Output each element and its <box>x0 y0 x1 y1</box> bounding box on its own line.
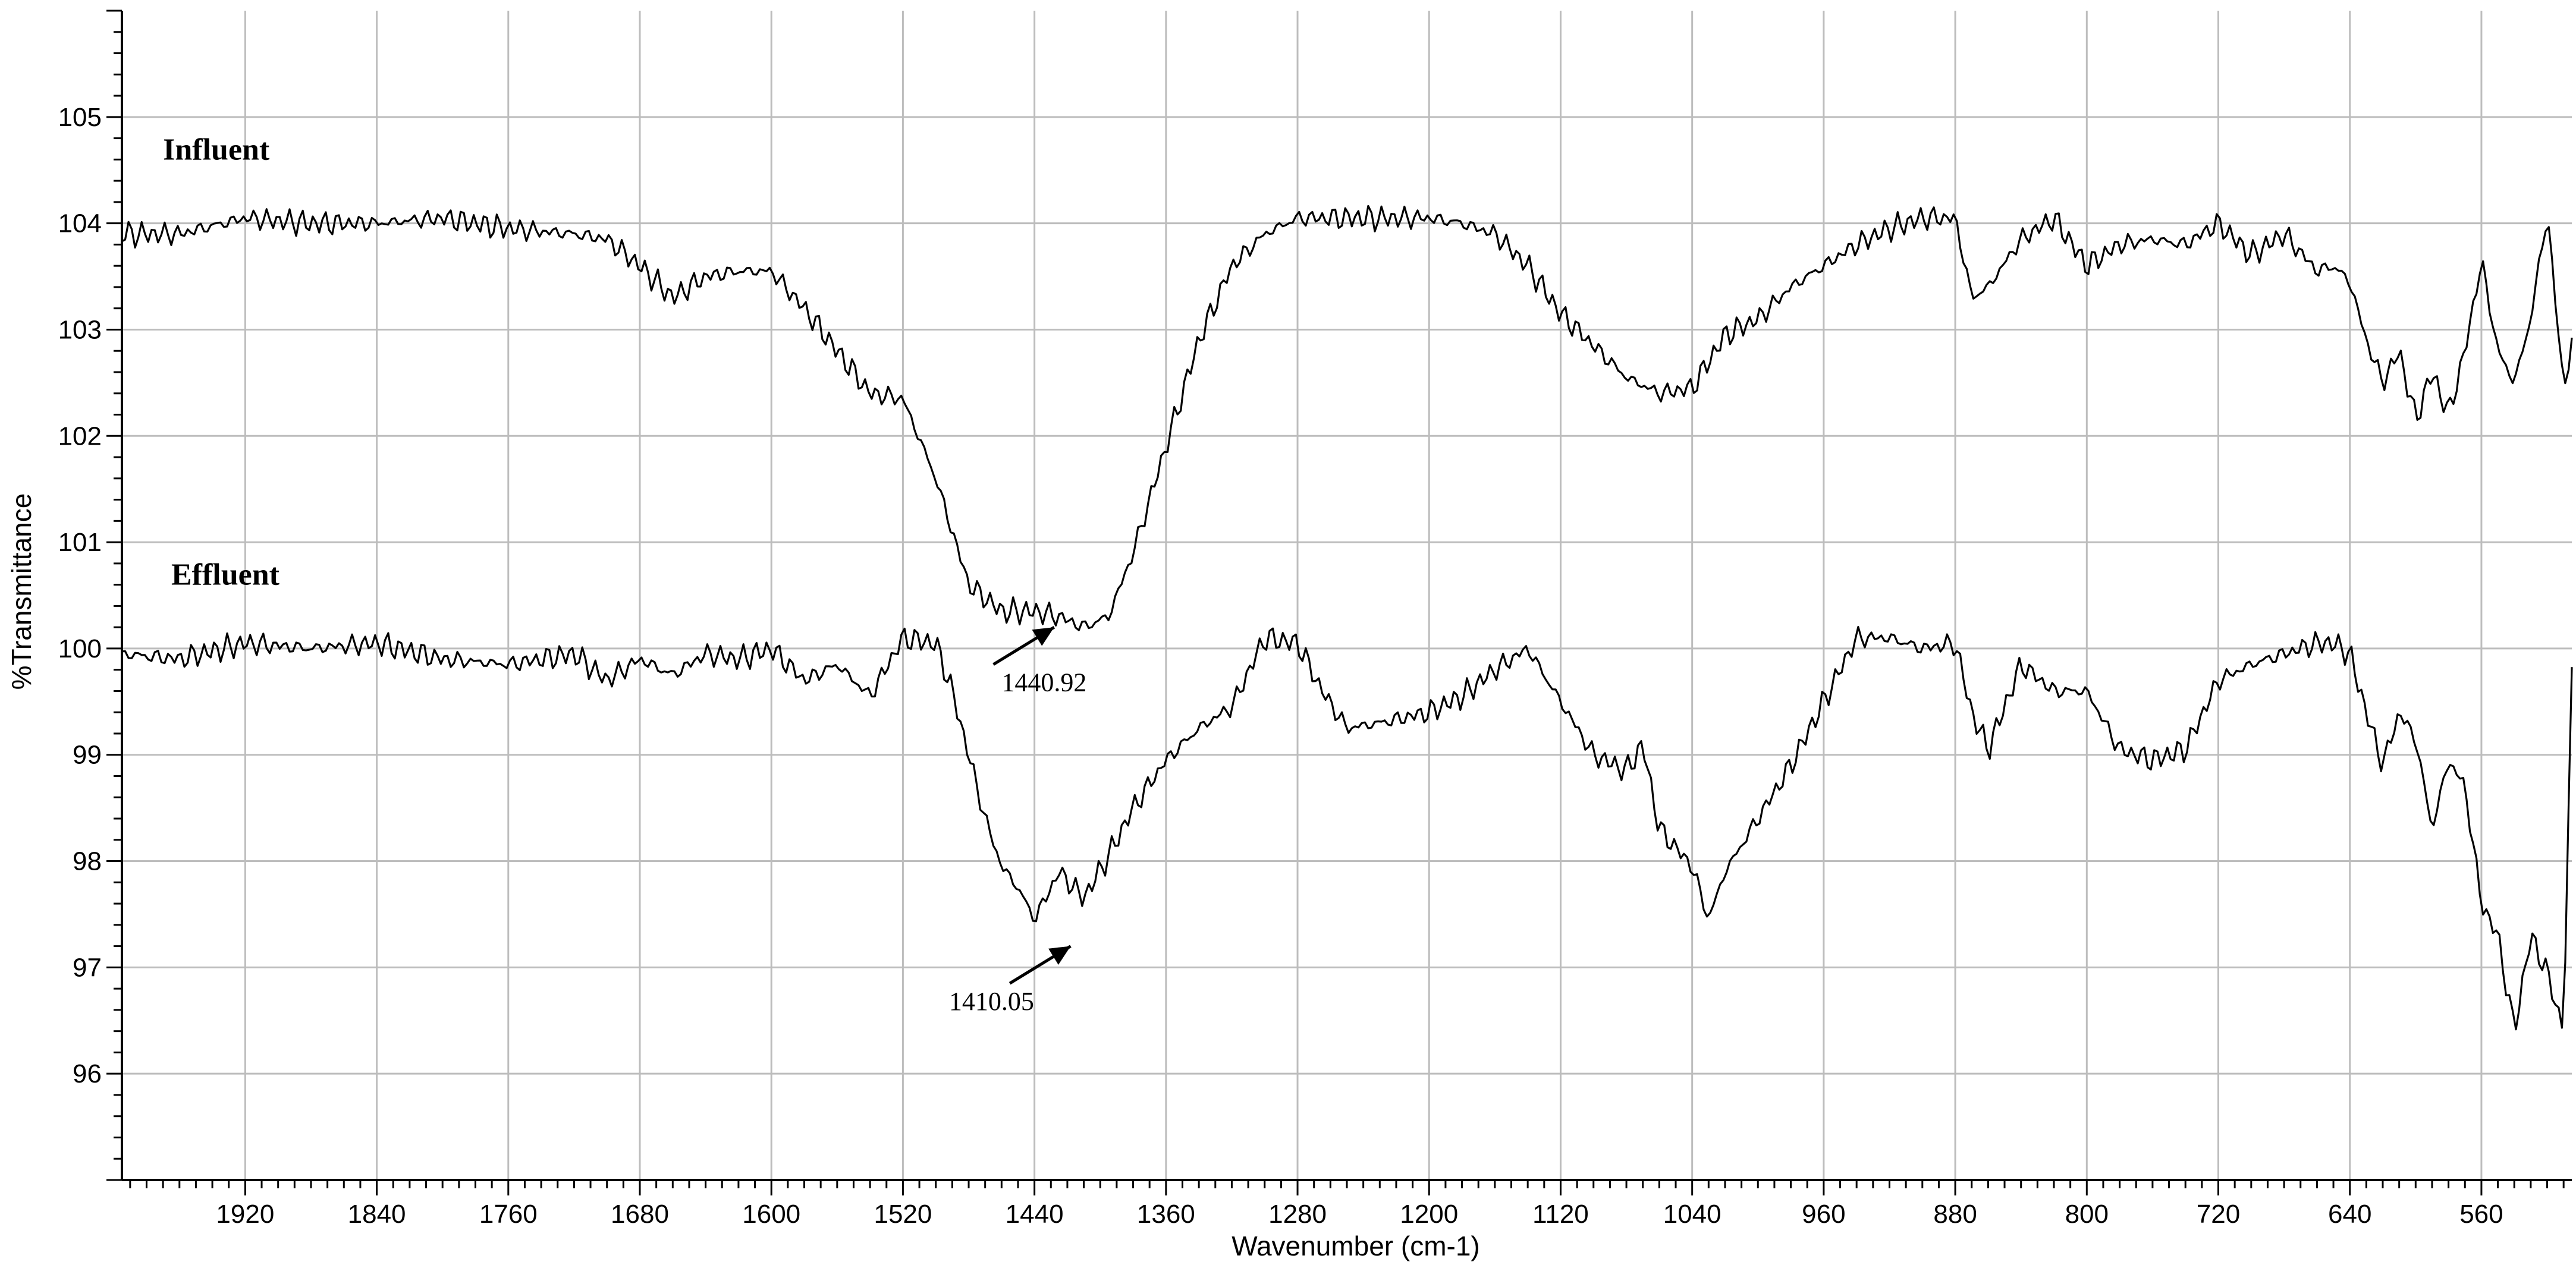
y-tick-label-105: 105 <box>58 103 102 132</box>
x-tick-label-1120: 1120 <box>1532 1200 1589 1229</box>
y-tick-label-101: 101 <box>58 528 102 557</box>
x-tick-label-1360: 1360 <box>1137 1200 1195 1229</box>
y-tick-label-104: 104 <box>58 209 102 238</box>
annotations: 1440.92 1410.05 <box>949 626 1086 1016</box>
x-tick-label-720: 720 <box>2197 1200 2240 1229</box>
x-tick-label-960: 960 <box>1802 1200 1845 1229</box>
annotation-label-0: 1440.92 <box>1001 668 1086 697</box>
x-tick-label-1840: 1840 <box>348 1200 406 1229</box>
y-tick-label-102: 102 <box>58 421 102 451</box>
x-tick-label-1680: 1680 <box>611 1200 669 1229</box>
annotation-arrowhead-0 <box>1032 627 1054 646</box>
series-layer <box>121 204 2573 1031</box>
x-tick-label-1920: 1920 <box>216 1200 274 1229</box>
axes: 1920 1840 1760 1680 1600 1520 1440 1360 1280 1200… <box>58 10 2572 1229</box>
series-label-effluent: Effluent <box>171 558 280 592</box>
series-line-influent <box>121 204 2573 631</box>
annotation-label-1: 1410.05 <box>949 987 1034 1016</box>
y-tick-label-98: 98 <box>73 847 102 876</box>
y-axis-title: %Transmittance <box>6 493 37 690</box>
series-labels: Influent Effluent <box>163 133 280 591</box>
x-tick-label-1600: 1600 <box>742 1200 800 1229</box>
x-tick-label-560: 560 <box>2459 1200 2503 1229</box>
x-tick-label-1040: 1040 <box>1663 1200 1721 1229</box>
x-axis-title: Wavenumber (cm-1) <box>1232 1231 1479 1261</box>
y-tick-label-97: 97 <box>73 953 102 982</box>
grid <box>122 11 2572 1180</box>
y-tick-label-100: 100 <box>58 634 102 663</box>
series-label-influent: Influent <box>163 133 270 166</box>
x-tick-label-1440: 1440 <box>1006 1200 1064 1229</box>
annotation-arrowhead-1 <box>1048 946 1071 965</box>
x-tick-label-1520: 1520 <box>874 1200 932 1229</box>
x-tick-label-1280: 1280 <box>1268 1200 1327 1229</box>
series-line-effluent <box>121 625 2573 1031</box>
x-tick-label-880: 880 <box>1933 1200 1977 1229</box>
y-tick-label-103: 103 <box>58 315 102 344</box>
x-tick-label-800: 800 <box>2065 1200 2109 1229</box>
x-tick-label-640: 640 <box>2328 1200 2371 1229</box>
y-tick-label-96: 96 <box>73 1059 102 1088</box>
x-tick-label-1760: 1760 <box>479 1200 538 1229</box>
y-tick-label-99: 99 <box>73 741 102 770</box>
x-tick-label-1200: 1200 <box>1400 1200 1458 1229</box>
